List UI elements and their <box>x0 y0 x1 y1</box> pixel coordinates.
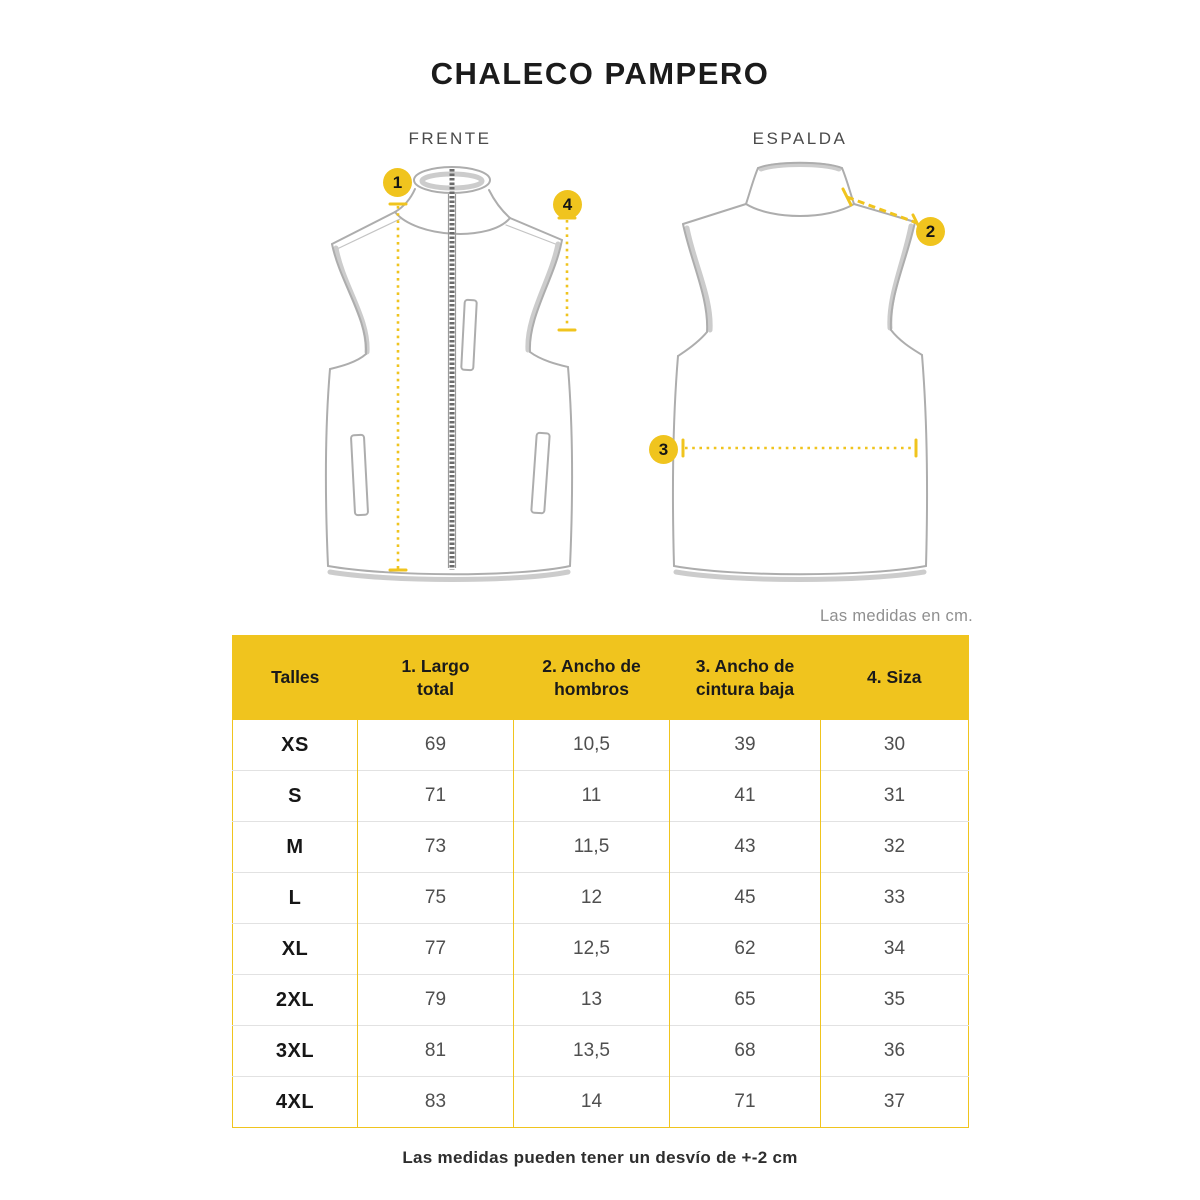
table-row: M 73 11,5 43 32 <box>232 821 969 873</box>
table-row: L 75 12 45 33 <box>232 872 969 924</box>
value-cell: 35 <box>820 974 969 1026</box>
column-header-talles: Talles <box>232 635 358 720</box>
back-view-label: ESPALDA <box>752 129 848 148</box>
value-cell: 43 <box>669 821 821 873</box>
table-row: XS 69 10,5 39 30 <box>233 720 969 771</box>
value-cell: 71 <box>357 770 514 822</box>
value-cell: 79 <box>357 974 514 1026</box>
measure-marker-3: 3 <box>649 435 678 464</box>
column-header-largo-total: 1. Largo total <box>357 635 514 720</box>
value-cell: 36 <box>820 1025 969 1077</box>
value-cell: 39 <box>669 720 821 771</box>
value-cell: 68 <box>669 1025 821 1077</box>
value-cell: 30 <box>820 720 969 771</box>
table-row: S 71 11 41 31 <box>232 770 969 822</box>
value-cell: 14 <box>513 1076 670 1128</box>
column-header-siza: 4. Siza <box>820 635 969 720</box>
value-cell: 83 <box>357 1076 514 1128</box>
left-hand-pocket <box>350 433 369 517</box>
measure-line-total-length <box>388 202 408 572</box>
table-header-row: Talles 1. Largo total 2. Ancho de hombro… <box>232 635 969 720</box>
table-row: 4XL 83 14 71 37 <box>232 1076 969 1128</box>
front-view-label: FRENTE <box>408 129 492 148</box>
units-note: Las medidas en cm. <box>819 607 973 625</box>
value-cell: 81 <box>357 1025 514 1077</box>
value-cell: 69 <box>357 720 514 771</box>
value-cell: 34 <box>820 923 969 975</box>
measure-marker-4: 4 <box>553 190 582 219</box>
size-chart-table: Talles 1. Largo total 2. Ancho de hombro… <box>232 635 969 1128</box>
value-cell: 77 <box>357 923 514 975</box>
size-cell: L <box>232 872 358 924</box>
measure-marker-1: 1 <box>383 168 412 197</box>
value-cell: 65 <box>669 974 821 1026</box>
front-vest-diagram <box>324 166 577 582</box>
column-header-ancho-cintura: 3. Ancho de cintura baja <box>669 635 821 720</box>
table-row: 3XL 81 13,5 68 36 <box>232 1025 969 1077</box>
value-cell: 32 <box>820 821 969 873</box>
tolerance-note: Las medidas pueden tener un desvío de +-… <box>402 1148 798 1167</box>
value-cell: 31 <box>820 770 969 822</box>
size-cell: M <box>232 821 358 873</box>
measure-line-armhole <box>557 216 577 332</box>
vest-back-outline <box>672 161 928 582</box>
size-cell: XL <box>232 923 358 975</box>
size-cell: 2XL <box>232 974 358 1026</box>
value-cell: 37 <box>820 1076 969 1128</box>
value-cell: 11 <box>513 770 670 822</box>
size-cell: 3XL <box>232 1025 358 1077</box>
value-cell: 33 <box>820 872 969 924</box>
value-cell: 12 <box>513 872 670 924</box>
value-cell: 62 <box>669 923 821 975</box>
size-cell: XS <box>281 733 309 756</box>
zipper <box>447 169 457 570</box>
table-row: XL 77 12,5 62 34 <box>232 923 969 975</box>
value-cell: 73 <box>357 821 514 873</box>
table-row: 2XL 79 13 65 35 <box>232 974 969 1026</box>
measure-line-lower-waist <box>681 438 918 458</box>
size-cell: 4XL <box>232 1076 358 1128</box>
measure-marker-2: 2 <box>916 217 945 246</box>
page-title: CHALECO PAMPERO <box>430 56 770 91</box>
value-cell: 12,5 <box>513 923 670 975</box>
value-cell: 41 <box>669 770 821 822</box>
right-hand-pocket <box>530 431 551 515</box>
column-header-ancho-hombros: 2. Ancho de hombros <box>513 635 670 720</box>
value-cell: 13 <box>513 974 670 1026</box>
value-cell: 71 <box>669 1076 821 1128</box>
value-cell: 13,5 <box>513 1025 670 1077</box>
size-cell: S <box>232 770 358 822</box>
chest-pocket <box>460 298 478 372</box>
back-vest-diagram <box>672 161 928 582</box>
value-cell: 10,5 <box>513 720 670 771</box>
value-cell: 11,5 <box>513 821 670 873</box>
value-cell: 75 <box>357 872 514 924</box>
value-cell: 45 <box>669 872 821 924</box>
